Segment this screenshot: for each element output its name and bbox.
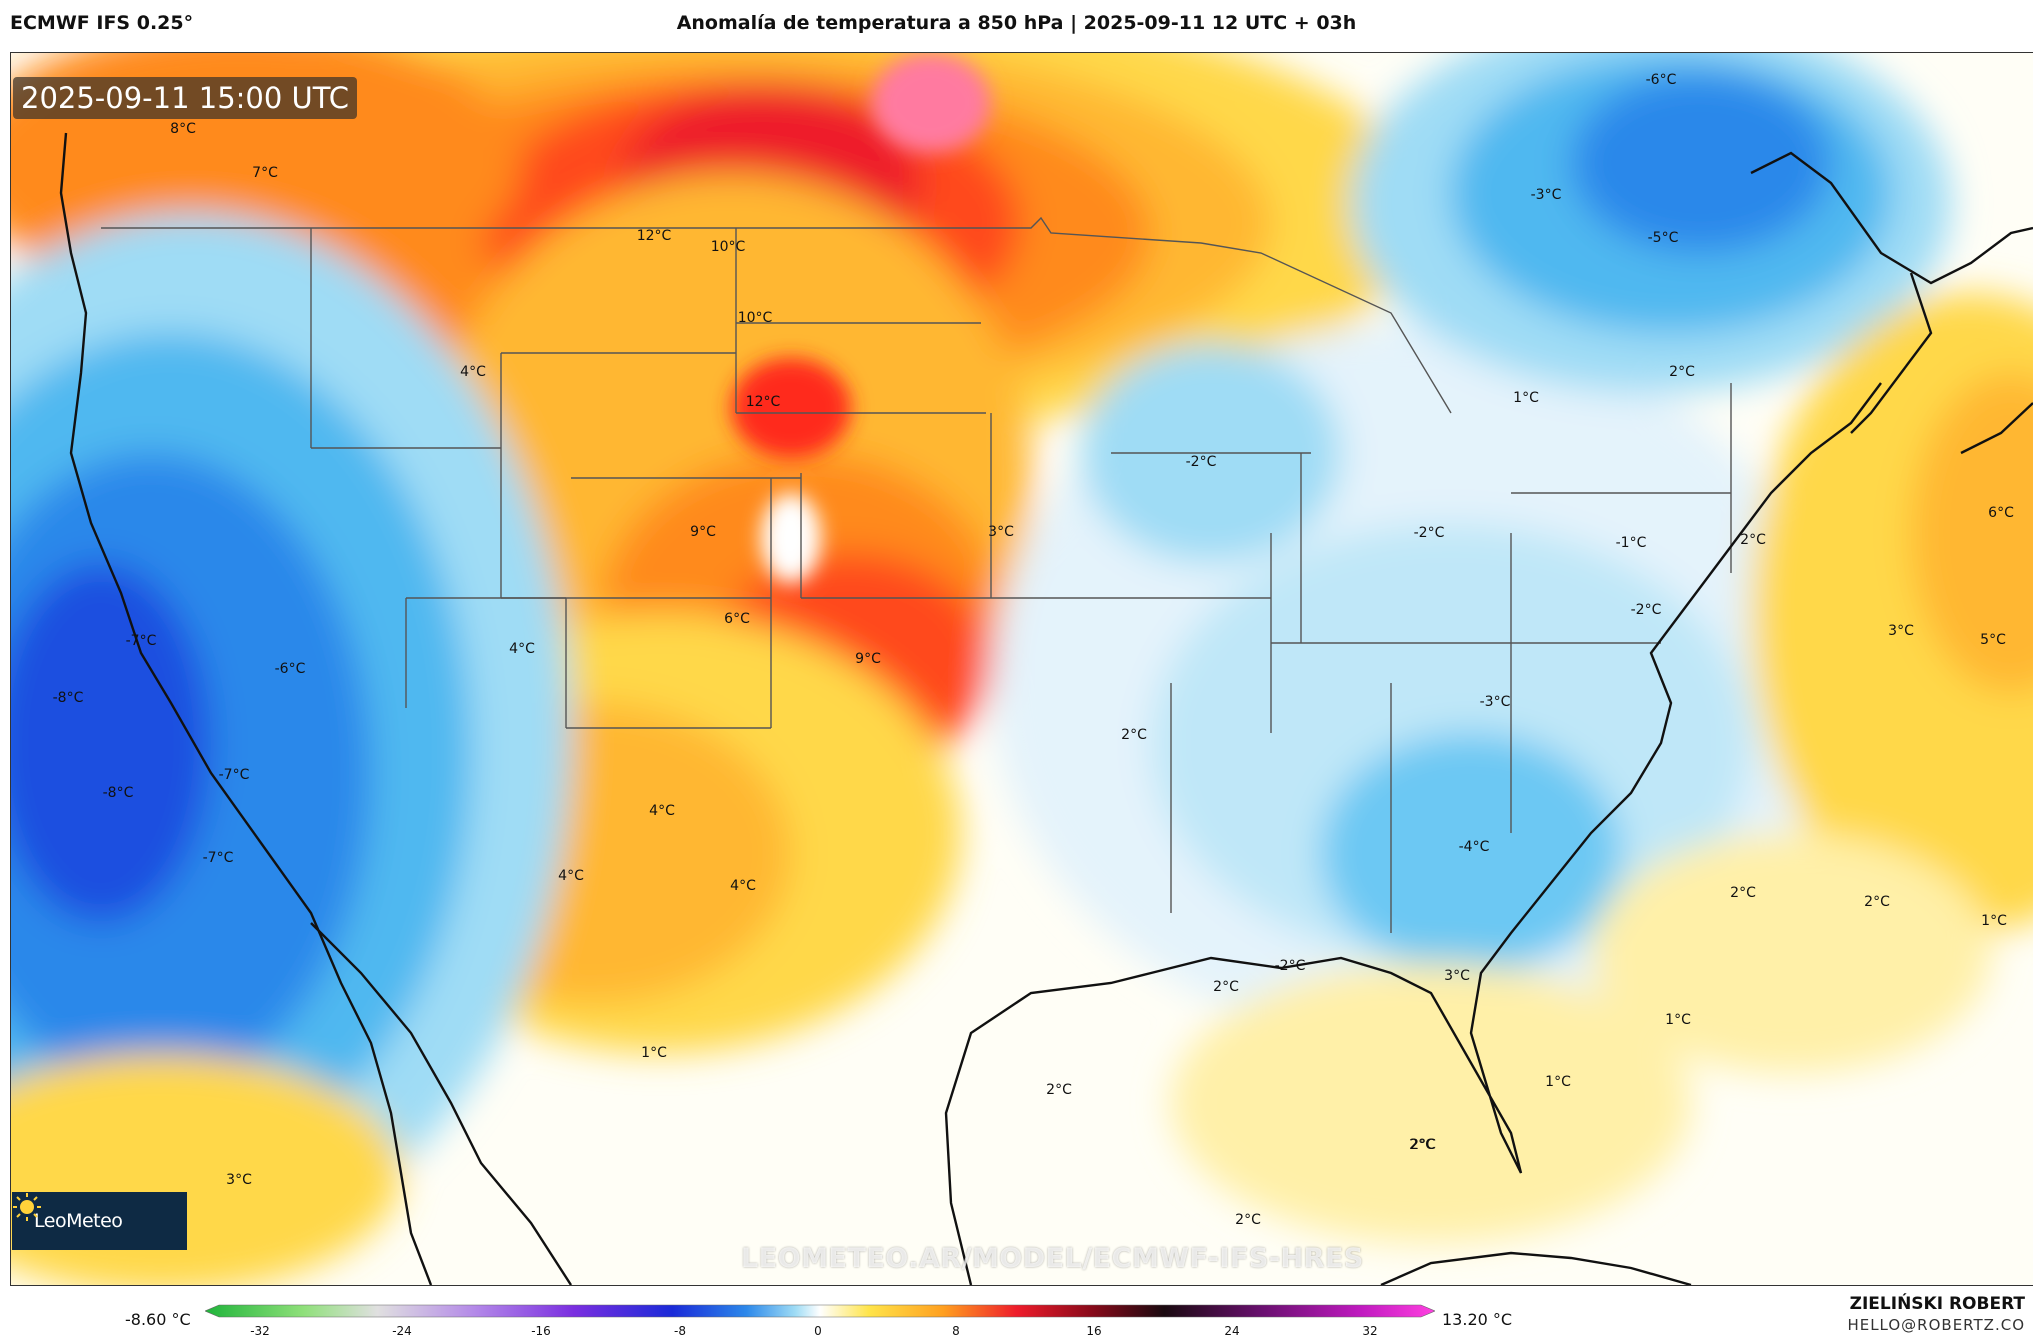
anomaly-label: 1°C (1981, 913, 2007, 929)
anomaly-label: -8°C (52, 690, 84, 706)
model-name: ECMWF IFS 0.25° (10, 12, 194, 34)
anomaly-label: 2°C (1730, 885, 1756, 901)
anomaly-label: 2°C (1409, 1137, 1435, 1153)
colorbar-min-value: -8.60 °C (125, 1310, 191, 1329)
anomaly-label: 4°C (558, 868, 584, 884)
anomaly-label: 10°C (710, 239, 746, 255)
colorbar-tick: 8 (952, 1324, 960, 1338)
anomaly-label: 4°C (460, 364, 486, 380)
anomaly-label: -2°C (1274, 958, 1306, 974)
watermark: LEOMETEO.AR/MODEL/ECMWF-IFS-HRES (741, 1243, 1364, 1274)
anomaly-label: 2°C (1410, 1137, 1436, 1153)
logo-text: LeoMeteo (34, 1210, 123, 1232)
colorbar (205, 1304, 1435, 1318)
anomaly-label: 9°C (690, 524, 716, 540)
anomaly-label: -6°C (274, 661, 306, 677)
anomaly-label: 2°C (1669, 364, 1695, 380)
anomaly-label: 4°C (509, 641, 535, 657)
political-borders (101, 216, 1732, 933)
anomaly-label: -8°C (102, 785, 134, 801)
anomaly-label: -2°C (1630, 602, 1662, 618)
anomaly-label: 8°C (170, 121, 196, 137)
colorbar-tick: -16 (531, 1324, 551, 1338)
colorbar-max-value: 13.20 °C (1442, 1310, 1513, 1329)
anomaly-label: 12°C (636, 228, 672, 244)
anomaly-label: 3°C (1444, 968, 1470, 984)
anomaly-label: 12°C (745, 394, 781, 410)
anomaly-label: -7°C (125, 633, 157, 649)
anomaly-label: -7°C (202, 850, 234, 866)
anomaly-label: -2°C (1185, 454, 1217, 470)
anomaly-label: 2°C (1121, 727, 1147, 743)
anomaly-label: 2°C (1740, 532, 1766, 548)
colorbar-tick: 24 (1224, 1324, 1240, 1338)
author-contact: HELLO@ROBERTZ.CO (1847, 1316, 2025, 1334)
colorbar-tick: 16 (1086, 1324, 1102, 1338)
anomaly-label: -2°C (1413, 525, 1445, 541)
anomaly-label: 3°C (1888, 623, 1914, 639)
valid-time-badge: 2025-09-11 15:00 UTC (13, 77, 358, 119)
anomaly-label: 2°C (1046, 1082, 1072, 1098)
anomaly-label: 1°C (641, 1045, 667, 1061)
anomaly-label: -3°C (1479, 694, 1511, 710)
anomaly-highlights (731, 53, 991, 583)
leometeo-logo: LeoMeteo (12, 1192, 187, 1250)
map-frame: 2025-09-11 15:00 UTC 8°C 7°C 12°C 10°C 1… (10, 52, 2033, 1286)
sun-icon (13, 1193, 41, 1221)
anomaly-label: 4°C (730, 878, 756, 894)
map-title: Anomalía de temperatura a 850 hPa | 2025… (676, 12, 1357, 34)
colorbar-tick: 32 (1362, 1324, 1378, 1338)
anomaly-label: 5°C (1980, 632, 2006, 648)
colorbar-tick: 0 (814, 1324, 822, 1338)
anomaly-label: 6°C (1988, 505, 2014, 521)
header: ECMWF IFS 0.25° Anomalía de temperatura … (0, 0, 2033, 52)
anomaly-label: 9°C (855, 651, 881, 667)
author-name: ZIELIŃSKI ROBERT (1849, 1294, 2025, 1314)
colorbar-tick: -24 (392, 1324, 412, 1338)
anomaly-label: -4°C (1458, 839, 1490, 855)
colorbar-tick: -32 (250, 1324, 270, 1338)
colorbar-footer: -8.60 °C (0, 1288, 2033, 1339)
anomaly-label: 3°C (988, 524, 1014, 540)
anomaly-label: 10°C (737, 310, 773, 326)
anomaly-label: 1°C (1513, 390, 1539, 406)
anomaly-label: -6°C (1645, 72, 1677, 88)
anomaly-label: 2°C (1213, 979, 1239, 995)
anomaly-label: 1°C (1665, 1012, 1691, 1028)
anomaly-field (11, 53, 2033, 1285)
anomaly-label: 2°C (1864, 894, 1890, 910)
anomaly-map (11, 53, 2033, 1285)
anomaly-label: 1°C (1545, 1074, 1571, 1090)
anomaly-label: -3°C (1530, 187, 1562, 203)
anomaly-label: 6°C (724, 611, 750, 627)
coastlines (59, 132, 2033, 1285)
anomaly-label: 4°C (649, 803, 675, 819)
anomaly-label: -1°C (1615, 535, 1647, 551)
anomaly-label: 2°C (1235, 1212, 1261, 1228)
anomaly-label: 3°C (226, 1172, 252, 1188)
colorbar-tick: -8 (674, 1324, 686, 1338)
anomaly-label: 7°C (252, 165, 278, 181)
anomaly-label: -5°C (1647, 230, 1679, 246)
anomaly-label: -7°C (218, 767, 250, 783)
